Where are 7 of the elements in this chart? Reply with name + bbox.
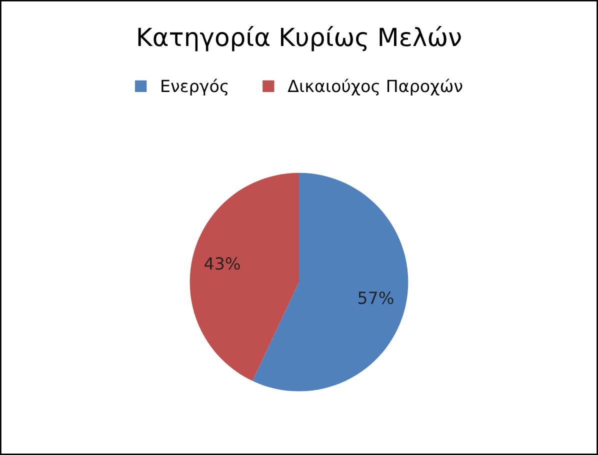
pie-slice (190, 172, 299, 381)
data-label: 43% (204, 257, 240, 270)
data-label: 57% (358, 291, 394, 304)
legend-label: Ενεργός (162, 78, 228, 96)
pie-slice (252, 172, 408, 392)
chart-title: Κατηγορία Κυρίως Μελών (138, 26, 461, 52)
legend-label: Δικαιούχος Παροχών (288, 78, 462, 96)
